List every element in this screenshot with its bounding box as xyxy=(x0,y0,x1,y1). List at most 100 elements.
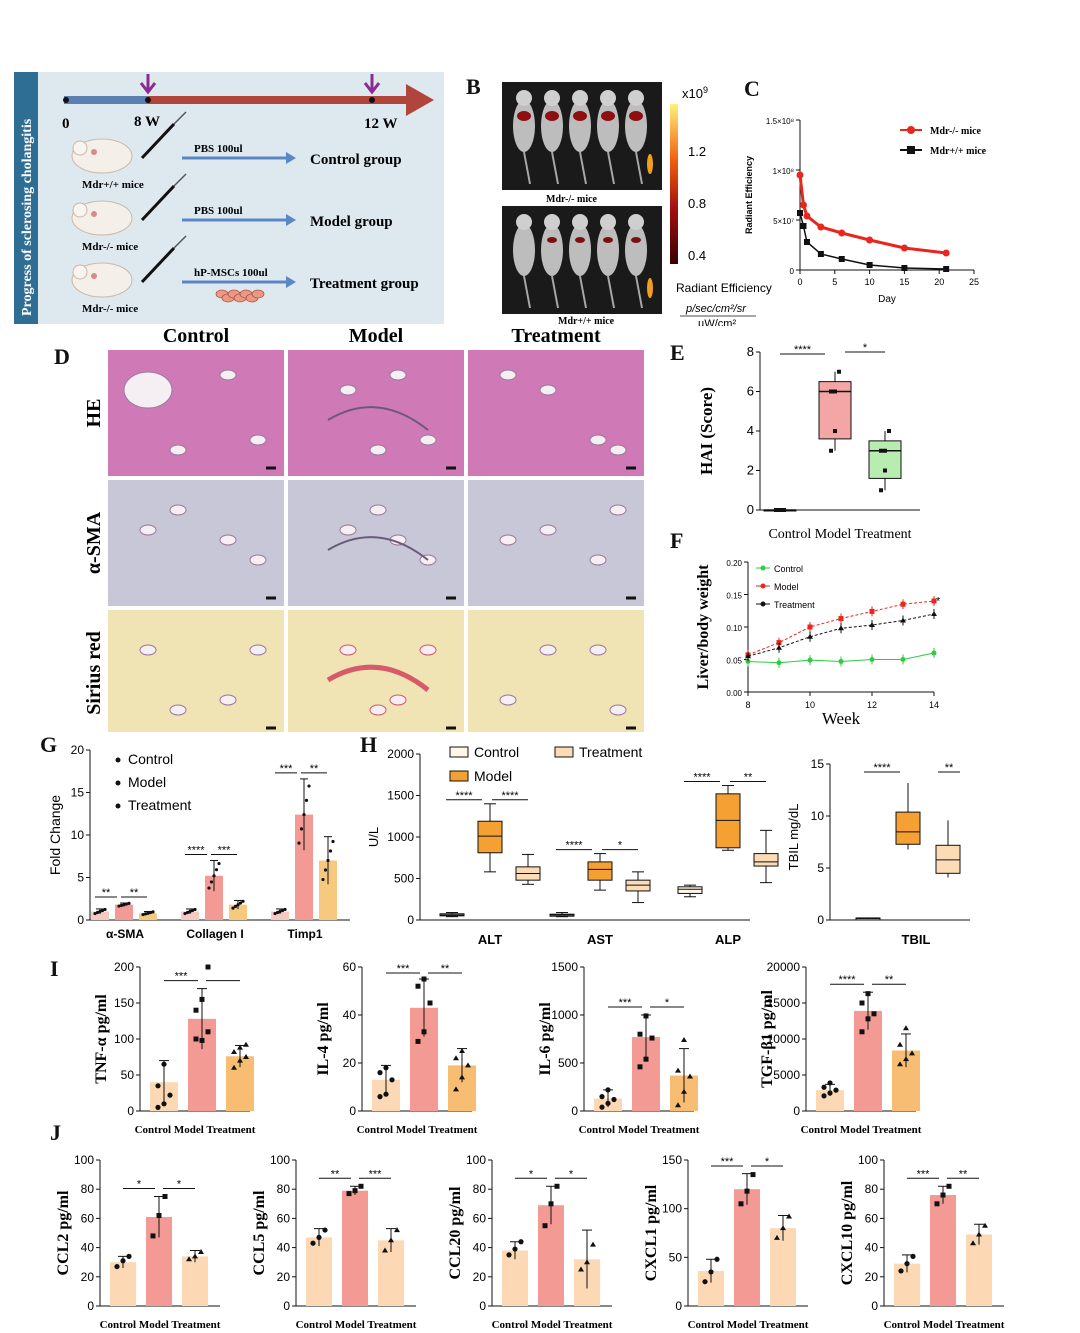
i-0-pt-1-3 xyxy=(193,1007,199,1013)
h-sig-0-1-label: **** xyxy=(501,790,519,802)
i-1-sig-1-label: ** xyxy=(441,963,450,975)
group-label-1: Model group xyxy=(310,214,393,230)
j-2-y-ticklabel-5: 100 xyxy=(466,1153,486,1167)
h-category-1: AST xyxy=(587,932,613,947)
j-1-sig-0-label: ** xyxy=(331,1168,340,1180)
c-point-0-7 xyxy=(942,249,950,257)
i-2-y-ticklabel-3: 1500 xyxy=(551,960,578,974)
e-point-0-4 xyxy=(778,508,782,512)
g-sig-0-1-label: ** xyxy=(130,887,139,899)
i-3-y-ticklabel-2: 10000 xyxy=(767,1032,801,1046)
e-point-1-1 xyxy=(833,429,837,433)
i-3-pt-2-1 xyxy=(903,1056,909,1062)
mouse-head-ko-0 xyxy=(516,90,532,106)
timeline-dot-0 xyxy=(63,97,69,103)
i-1-pt-0-4 xyxy=(383,1065,389,1071)
i-2-pt-2-4 xyxy=(681,1036,687,1042)
mouse-wt-3 xyxy=(597,224,619,276)
mouse-head-ko-1 xyxy=(544,90,560,106)
histo-col-2: Treatment xyxy=(511,325,601,347)
g-dot-0-0-0 xyxy=(93,911,97,916)
g-dot-1-1-0 xyxy=(207,886,211,890)
f-y-ticklabel-2: 0.10 xyxy=(726,624,742,633)
mouse-tail-wt-1 xyxy=(551,275,559,309)
j-3-bar-2 xyxy=(770,1228,796,1306)
histo-lesion-2 xyxy=(326,664,430,692)
mouse-tail-ko-1 xyxy=(551,151,559,185)
c-ylabel: Radiant Efficiency xyxy=(744,156,754,234)
timeline-early xyxy=(64,96,148,104)
h-right-y-ticklabel-0: 0 xyxy=(817,913,824,927)
g-dot-1-0-3 xyxy=(190,908,195,913)
mouse-head-wt-0 xyxy=(516,214,532,230)
j-2-pt-2-0 xyxy=(578,1266,584,1272)
i-1-pt-1-4 xyxy=(421,976,427,982)
liver-signal-wt-2 xyxy=(575,237,585,243)
c-point-0-4 xyxy=(838,229,846,237)
histo-tile-1-0 xyxy=(108,480,284,606)
g-dot-0-0-4 xyxy=(103,907,107,912)
i-0-ylabel: TNF-α pg/ml xyxy=(93,994,110,1084)
group-label-0: Control group xyxy=(310,152,402,168)
g-sig-2-1-label: ** xyxy=(310,763,319,775)
j-4-pt-0-2 xyxy=(910,1253,916,1259)
i-0-pt-0-4 xyxy=(161,1061,167,1067)
ivis-label-knockout: Mdr-/- mice xyxy=(546,194,598,205)
liver-signal-wt-3 xyxy=(603,237,613,243)
g-dot-2-2-4 xyxy=(331,839,335,844)
j-0-y-ticklabel-0: 0 xyxy=(87,1299,94,1313)
i-2-pt-2-3 xyxy=(675,1067,681,1073)
histo-tile-2-0 xyxy=(108,610,284,736)
g-dot-0-0-1 xyxy=(95,910,100,915)
i-3-pt-2-0 xyxy=(897,1061,903,1067)
msc-cell-6 xyxy=(251,289,265,299)
histo-vessel-1-1-3 xyxy=(369,504,387,516)
g-category-1: Collagen I xyxy=(186,927,243,941)
mouse-head-ko-3 xyxy=(600,90,616,106)
f-point-0-2 xyxy=(807,657,813,663)
i-3-pt-0-4 xyxy=(827,1080,833,1086)
c-point-0-3 xyxy=(817,223,825,231)
g-dot-0-2-1 xyxy=(143,912,148,916)
c-point-0-2 xyxy=(803,212,811,220)
i-3-pt-1-4 xyxy=(865,991,871,997)
j-3-bar-1 xyxy=(734,1189,760,1306)
mouse-head-1 xyxy=(72,202,88,218)
j-0-bar-0 xyxy=(110,1262,136,1306)
histo-tile-0-0 xyxy=(108,350,284,476)
i-0-pt-0-1 xyxy=(161,1101,167,1107)
g-bar-0-2 xyxy=(139,913,157,920)
i-2-pt-0-3 xyxy=(599,1094,605,1100)
f-xlabel: Week xyxy=(822,709,861,728)
histo-vessel-1-2-1 xyxy=(499,534,517,546)
syringe-icon-2 xyxy=(140,246,176,284)
panel-letter-e: E xyxy=(670,340,685,365)
j-1-bar-0 xyxy=(306,1237,332,1306)
g-dot-0-2-0 xyxy=(141,912,145,917)
panel-letter-c: C xyxy=(744,76,760,101)
g-dot-1-1-1 xyxy=(209,880,214,884)
mouse-head-ko-4 xyxy=(628,90,644,106)
c-x-ticklabel-2: 10 xyxy=(865,277,875,287)
f-ylabel: Liver/body weight xyxy=(695,564,712,690)
mouse-label-2: Mdr-/- mice xyxy=(82,303,138,315)
c-y-ticklabel-1: 5×10⁷ xyxy=(773,217,794,226)
g-dot-1-1-2 xyxy=(212,874,216,878)
i-2-y-ticklabel-0: 0 xyxy=(571,1104,578,1118)
h-tbil-box-1 xyxy=(895,811,921,845)
j-1-y-ticklabel-3: 60 xyxy=(277,1211,291,1225)
c-y-ticklabel-3: 1.5×10⁸ xyxy=(766,117,794,126)
i-3-pt-0-2 xyxy=(833,1087,839,1093)
mouse-head-wt-4 xyxy=(628,214,644,230)
colorbar-unit-denominator: µW/cm² xyxy=(698,318,736,326)
h-box-2-0 xyxy=(677,886,703,894)
panel-letter-i: I xyxy=(50,956,59,981)
e-xlabels: Control Model Treatment xyxy=(768,527,911,542)
h-sig-2-0-label: **** xyxy=(693,772,711,784)
f-legend-marker-0 xyxy=(760,565,766,571)
j-2-y-ticklabel-1: 20 xyxy=(473,1270,487,1284)
e-point-2-1 xyxy=(883,468,887,473)
g-y-ticklabel-2: 10 xyxy=(71,828,85,842)
j-2-y-ticklabel-3: 60 xyxy=(473,1211,487,1225)
